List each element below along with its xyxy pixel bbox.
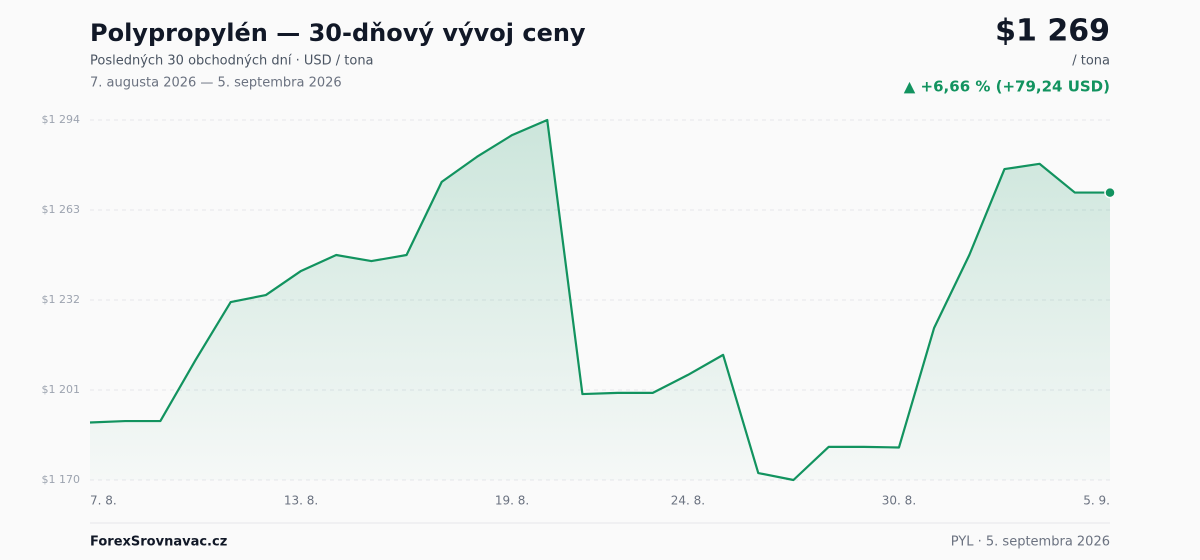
y-tick-label: $1 294 <box>42 113 81 126</box>
date-range: 7. augusta 2026 — 5. septembra 2026 <box>90 76 342 91</box>
x-tick-label: 24. 8. <box>671 494 705 508</box>
footer-note: PYL · 5. septembra 2026 <box>951 535 1110 550</box>
y-tick-label: $1 170 <box>42 473 81 486</box>
x-tick-label: 30. 8. <box>882 494 916 508</box>
source: ForexSrovnavac.cz <box>90 535 227 550</box>
x-tick-label: 5. 9. <box>1083 494 1110 508</box>
price: $1 269 <box>995 14 1110 49</box>
y-tick-label: $1 263 <box>42 203 81 216</box>
x-tick-label: 19. 8. <box>495 494 529 508</box>
chart-title: Polypropylén — 30-dňový vývoj ceny <box>90 19 586 47</box>
area <box>90 120 1110 480</box>
y-tick-label: $1 201 <box>42 383 81 396</box>
end-point <box>1104 186 1116 199</box>
x-tick-label: 7. 8. <box>90 494 117 508</box>
unit: / tona <box>1072 54 1110 69</box>
y-tick-label: $1 232 <box>42 293 81 306</box>
x-tick-label: 13. 8. <box>284 494 318 508</box>
line <box>89 118 1110 482</box>
change: ▲ +6,66 % (+79,24 USD) <box>904 78 1110 96</box>
subtitle: Posledných 30 obchodných dní · USD / ton… <box>90 54 374 69</box>
